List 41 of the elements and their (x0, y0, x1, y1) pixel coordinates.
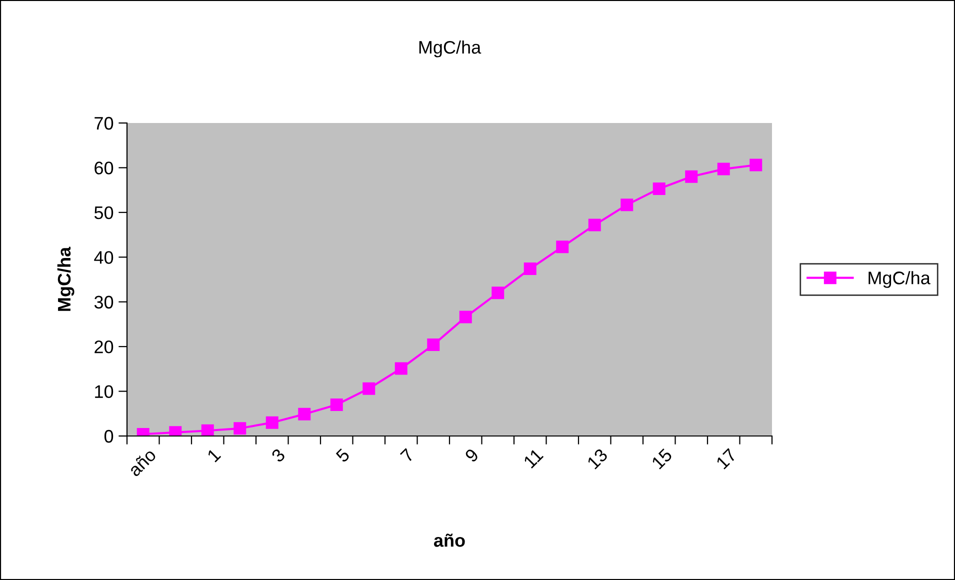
chart-title: MgC/ha (419, 40, 482, 58)
y-tick-label: 10 (95, 385, 114, 398)
point (298, 408, 311, 420)
x-tick-label: 5 (335, 448, 350, 463)
point (234, 422, 246, 435)
point (524, 262, 536, 276)
x-tick-label: 9 (464, 448, 480, 463)
x-tick-label: 13 (586, 448, 608, 470)
y-tick-label: 0 (104, 430, 114, 443)
x-tick-label: 17 (716, 448, 738, 470)
point (394, 362, 408, 375)
y-tick-label: 30 (94, 296, 114, 309)
point (652, 182, 666, 195)
point (427, 338, 440, 352)
point (750, 158, 762, 172)
point (620, 198, 634, 212)
point (362, 382, 376, 395)
y-tick-label: 20 (94, 340, 114, 354)
point (556, 240, 569, 254)
point (169, 426, 182, 436)
y-tick-label: 60 (94, 162, 114, 174)
legend-label: MgC/ha (868, 271, 930, 288)
x-tick-label: 7 (400, 448, 415, 463)
point (685, 170, 698, 183)
point (717, 162, 730, 176)
point (330, 398, 343, 411)
y-tick-label: 50 (94, 206, 114, 220)
y-tick-label: 40 (94, 251, 114, 264)
y-tick-label: 70 (94, 116, 114, 130)
x-axis-title: año (434, 534, 465, 547)
x-tick-label: 11 (523, 448, 544, 468)
point (588, 218, 601, 232)
point (266, 416, 278, 429)
x-tick-label: 3 (270, 448, 286, 463)
y-axis-title: MgC/ha (57, 246, 74, 311)
point (459, 310, 472, 324)
x-tick-label: 15 (651, 448, 673, 470)
x-tick-label: 1 (206, 448, 222, 462)
x-tick-label: año (127, 448, 157, 478)
point (492, 286, 504, 300)
point (201, 424, 214, 436)
